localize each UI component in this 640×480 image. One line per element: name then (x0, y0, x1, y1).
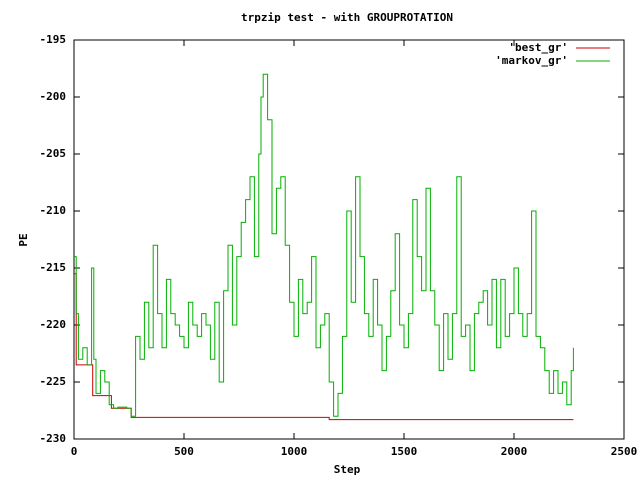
x-axis-label: Step (334, 463, 361, 476)
plot-frame (73, 39, 625, 440)
y-tick-label: -195 (40, 33, 67, 46)
y-tick-label: -200 (40, 90, 67, 103)
x-tick-label: 1500 (391, 445, 418, 458)
x-tick-label: 0 (71, 445, 78, 458)
series-line (74, 73, 574, 417)
chart-title: trpzip test - with GROUPROTATION (241, 11, 453, 24)
legend-label: 'best_gr' (508, 41, 568, 54)
x-tick-label: 2000 (501, 445, 528, 458)
y-tick-label: -210 (40, 204, 67, 217)
y-tick-label: -230 (40, 432, 67, 445)
y-tick-label: -205 (40, 147, 67, 160)
x-tick-label: 500 (174, 445, 194, 458)
series-line (74, 273, 574, 421)
y-tick-label: -220 (40, 318, 67, 331)
x-tick-label: 1000 (281, 445, 308, 458)
y-tick-label: -215 (40, 261, 67, 274)
x-tick-label: 2500 (611, 445, 638, 458)
y-axis-label: PE (17, 233, 30, 246)
y-tick-label: -225 (40, 375, 67, 388)
legend-label: 'markov_gr' (495, 54, 568, 67)
